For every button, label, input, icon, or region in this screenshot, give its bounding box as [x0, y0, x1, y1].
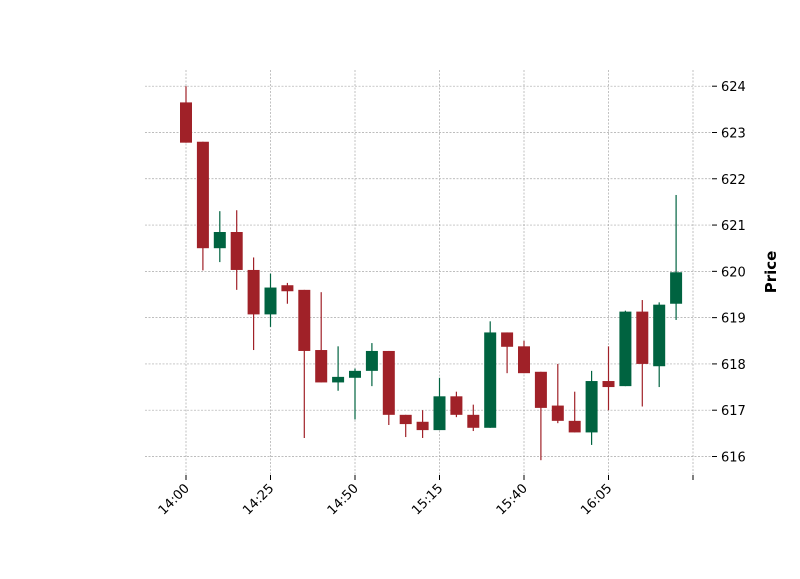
- candle-body: [365, 350, 378, 371]
- candle-body: [281, 285, 294, 292]
- candle: [619, 310, 632, 387]
- candle-body: [230, 232, 243, 270]
- candle-body: [264, 287, 277, 315]
- candle: [518, 340, 530, 374]
- grid-layer: [145, 70, 712, 475]
- candle-body: [399, 414, 412, 425]
- candle: [315, 292, 328, 383]
- candle-body: [213, 232, 226, 249]
- candle: [551, 363, 564, 424]
- candle-layer: [180, 86, 683, 461]
- y-tick-label: 616: [721, 450, 746, 465]
- candle: [602, 346, 615, 411]
- candle: [281, 282, 294, 304]
- y-tick-label: 619: [721, 312, 746, 327]
- candle: [382, 350, 395, 426]
- candle: [670, 194, 683, 320]
- candle: [349, 368, 361, 420]
- y-tick-label: 623: [721, 126, 746, 141]
- y-tick-label: 617: [721, 404, 746, 419]
- axis-layer: 616 617 618 619 620 621 622 623 624 14:00 14:25 14:…: [156, 80, 746, 518]
- candle-body: [349, 370, 361, 378]
- candle-body: [585, 381, 598, 433]
- candle-body: [653, 304, 666, 367]
- candle-body: [518, 346, 530, 374]
- candle-body: [467, 414, 480, 428]
- candle-body: [619, 311, 632, 387]
- candle: [180, 86, 192, 143]
- candle-body: [636, 311, 649, 364]
- y-tick-label: 618: [721, 358, 746, 373]
- candle-body: [180, 102, 192, 143]
- candle: [484, 321, 497, 428]
- candle: [298, 289, 311, 438]
- candle-body: [416, 421, 429, 431]
- candle: [230, 210, 243, 290]
- candle-body: [568, 420, 581, 433]
- candle: [450, 391, 463, 418]
- y-tick-label: 621: [721, 219, 746, 234]
- candle-body: [450, 396, 463, 415]
- candle-body: [670, 272, 683, 304]
- candle: [264, 273, 277, 327]
- candle: [636, 300, 649, 407]
- candle: [416, 410, 429, 438]
- candle: [196, 141, 209, 271]
- x-tick-label: 14:50: [325, 481, 362, 518]
- y-tick-label: 624: [721, 80, 746, 95]
- candle: [501, 332, 514, 374]
- candle: [365, 343, 378, 387]
- candle-body: [484, 332, 497, 428]
- candle-body: [332, 376, 345, 383]
- y-axis-label: Price: [762, 251, 780, 294]
- candle-body: [315, 350, 328, 383]
- candle-body: [551, 405, 564, 421]
- x-tick-label: 14:25: [240, 481, 277, 518]
- x-tick-label: 14:00: [156, 481, 193, 518]
- candle-body: [382, 350, 395, 415]
- candle-body: [196, 141, 209, 249]
- candle-body: [501, 332, 514, 347]
- candle: [653, 302, 666, 388]
- candle-body: [534, 371, 547, 408]
- candle-body: [247, 269, 260, 315]
- x-tick-label: 16:05: [578, 481, 615, 518]
- candle: [213, 211, 226, 263]
- candle: [399, 414, 412, 438]
- candle: [332, 346, 345, 391]
- x-tick-label: 15:40: [494, 481, 531, 518]
- candle-body: [298, 289, 311, 351]
- candle: [534, 371, 547, 461]
- y-tick-label: 620: [721, 265, 746, 280]
- x-tick-label: 15:15: [409, 481, 446, 518]
- candle: [585, 370, 598, 445]
- candle: [247, 257, 260, 351]
- candle: [433, 377, 446, 431]
- y-tick-label: 622: [721, 173, 746, 188]
- candle: [467, 404, 480, 432]
- candle-body: [433, 396, 446, 431]
- candle-body: [602, 381, 615, 388]
- candle: [568, 391, 581, 433]
